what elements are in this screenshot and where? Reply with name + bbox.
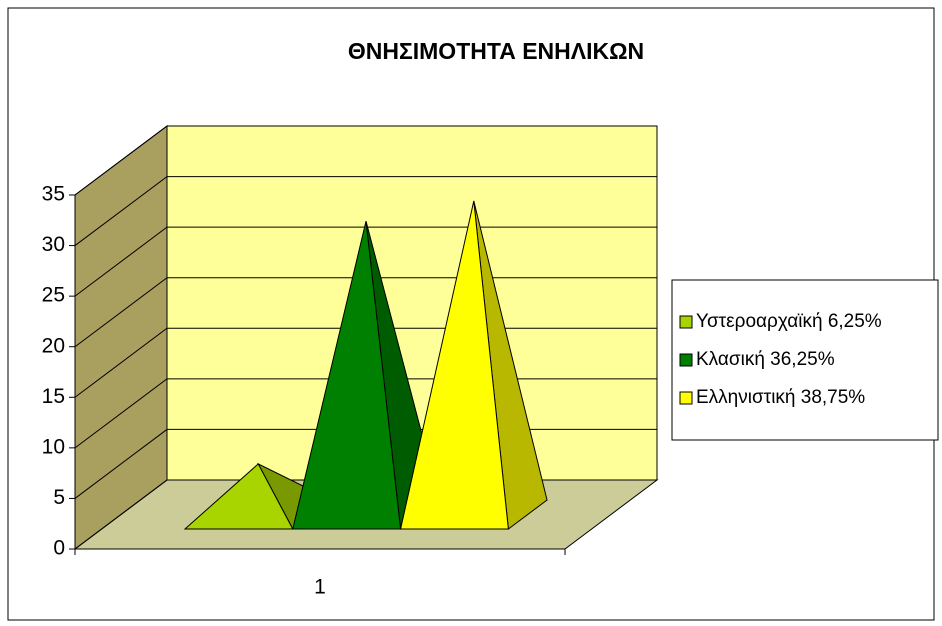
legend-label: Ελληνιστική 38,75% (696, 387, 865, 408)
y-tick-label: 5 (53, 486, 65, 509)
pyramid-front (292, 221, 402, 530)
y-tick-label: 25 (42, 284, 65, 307)
grid-line (74, 226, 657, 297)
chart-title: ΘΝΗΣΙΜΟΤΗΤΑ ΕΝΗΛΙΚΩΝ (348, 38, 644, 64)
legend-label: Υστεροαρχαϊκή 6,25% (696, 311, 882, 332)
y-tick-label: 10 (42, 435, 65, 458)
y-tick-label: 15 (42, 385, 65, 408)
grid-line (74, 125, 657, 196)
grid-line (74, 176, 657, 246)
y-tick-label: 20 (42, 334, 65, 357)
y-tick-label: 35 (42, 183, 65, 206)
grid-line (74, 277, 657, 348)
legend-swatch (679, 353, 693, 367)
x-tick-label: 1 (314, 576, 326, 599)
legend-label: Κλασική 36,25% (696, 349, 835, 370)
legend-swatch (679, 391, 693, 405)
y-tick-label: 30 (42, 233, 65, 256)
legend-swatch (679, 315, 693, 329)
y-tick-label: 0 (53, 537, 65, 560)
pyramid-front (183, 463, 294, 530)
pyramid-front (399, 200, 509, 530)
side-wall (74, 125, 168, 550)
legend-box (671, 279, 939, 441)
